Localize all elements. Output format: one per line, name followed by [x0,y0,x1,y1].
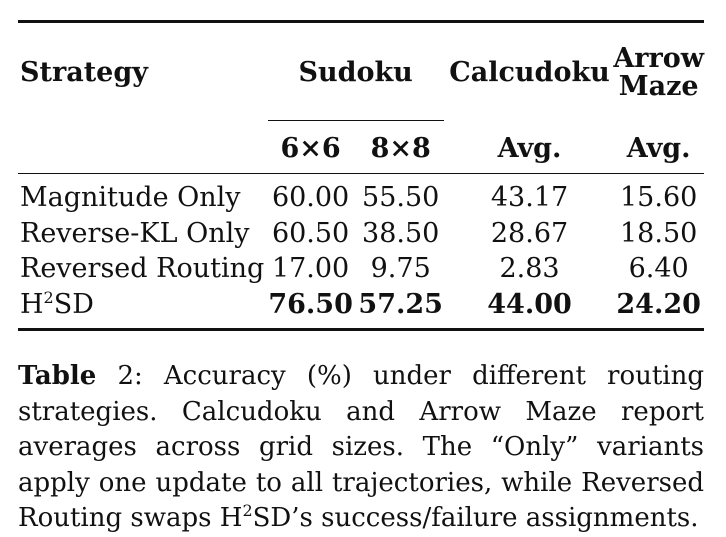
col-header-arrow-maze: Arrow Maze [613,22,704,124]
cell-arrow-maze-avg: 24.20 [616,288,701,320]
caption-label: Table [18,361,97,391]
sub-header-8x8: 8×8 [370,133,431,165]
caption-text-2: SD’s success/failure assignments. [252,503,699,533]
caption-h: H [219,503,243,533]
cell-arrow-maze-avg: 15.60 [620,182,698,214]
sub-header-blank [18,123,266,174]
cell-sudoku-6x6: 60.50 [271,217,350,249]
cell-sudoku-8x8: 38.50 [362,217,440,249]
header-row-1: Strategy Sudoku Calcudoku Arrow Maze [18,21,704,124]
cell-arrow-maze-avg: 6.40 [628,253,689,285]
strategy-h: H [20,288,44,320]
header-row-2: 6×6 8×8 Avg. Avg. [18,123,704,174]
cell-sudoku-6x6: 76.50 [268,288,353,320]
cell-arrow-maze-avg: 18.50 [620,217,698,249]
cell-sudoku-8x8: 57.25 [358,288,443,320]
strategy-superscript: 2 [43,287,54,307]
cell-calcudoku-avg: 2.83 [499,253,560,285]
cell-sudoku-6x6: 17.00 [271,253,350,285]
row-strategy: H2SD [18,287,266,330]
table-row: Reversed Routing 17.00 9.75 2.83 6.40 [18,251,704,287]
table-caption: Table 2: Accuracy (%) under different ro… [18,359,704,537]
sub-header-arrow-avg: Avg. [626,133,691,165]
caption-text-1: : Accuracy (%) under different routing s… [18,361,705,533]
sub-header-6x6: 6×6 [280,133,341,165]
row-strategy: Magnitude Only [20,182,241,214]
table-row: Reverse-KL Only 60.50 38.50 28.67 18.50 [18,216,704,252]
col-header-arrow: Arrow [613,42,704,74]
table-row: H2SD 76.50 57.25 44.00 24.20 [18,287,704,330]
cell-sudoku-8x8: 55.50 [362,182,440,214]
caption-superscript: 2 [242,501,253,520]
row-strategy: Reverse-KL Only [20,217,250,249]
col-header-strategy: Strategy [20,57,148,89]
results-table: Strategy Sudoku Calcudoku Arrow Maze 6×6… [18,20,704,331]
sub-header-calcudoku-avg: Avg. [497,133,562,165]
row-strategy: Reversed Routing [20,253,265,285]
col-header-maze: Maze [618,71,699,102]
cell-calcudoku-avg: 43.17 [490,182,569,214]
col-header-sudoku-label: Sudoku [298,57,413,89]
caption-number: 2 [96,361,134,391]
col-header-sudoku: Sudoku [266,22,446,124]
paper-excerpt: Strategy Sudoku Calcudoku Arrow Maze 6×6… [18,20,704,537]
sudoku-cmidrule [267,120,444,121]
cell-calcudoku-avg: 44.00 [487,288,572,320]
table-row: Magnitude Only 60.00 55.50 43.17 15.60 [18,173,704,216]
strategy-sd: SD [53,288,94,320]
cell-sudoku-6x6: 60.00 [271,182,350,214]
cell-calcudoku-avg: 28.67 [490,217,569,249]
cell-sudoku-8x8: 9.75 [370,253,431,285]
col-header-calcudoku: Calcudoku [449,57,610,89]
